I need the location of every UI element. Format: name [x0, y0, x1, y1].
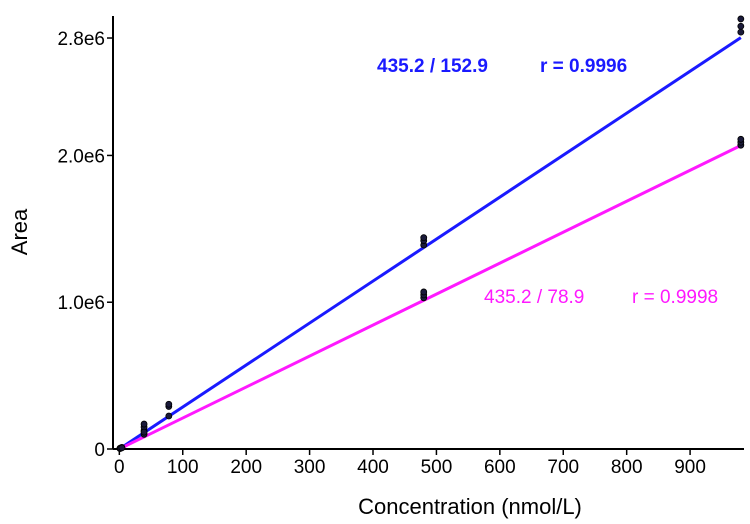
series-2-r-value: r = 0.9998: [632, 287, 718, 308]
x-tick-label: 400: [357, 457, 389, 478]
series-1-point: [737, 28, 745, 36]
series-1-point: [420, 234, 428, 242]
x-tick-label: 0: [114, 457, 125, 478]
series-1-fit-line: [118, 36, 742, 451]
y-axis-title: Area: [7, 208, 32, 255]
x-axis-title: Concentration (nmol/L): [358, 494, 582, 519]
y-tick-label: 2.8e6: [57, 29, 105, 50]
y-tick-label: 1.0e6: [57, 293, 105, 314]
x-tick-label: 300: [294, 457, 326, 478]
series-2-label: 435.2 / 78.9: [484, 287, 584, 308]
x-tick-label: 800: [611, 457, 643, 478]
x-axis-ticks: 0 100 200 300 400 500 600 700 800 900: [114, 449, 706, 478]
series-1-point: [737, 22, 745, 30]
series-2-fit-line: [118, 144, 742, 451]
series-1-point: [140, 420, 148, 428]
x-tick-label: 200: [230, 457, 262, 478]
y-tick-label: 2.0e6: [57, 146, 105, 167]
series-2-point: [737, 135, 745, 143]
x-tick-label: 100: [167, 457, 199, 478]
series-2-point: [118, 444, 126, 452]
x-tick-label: 900: [674, 457, 706, 478]
series-1-r-value: r = 0.9996: [540, 56, 627, 77]
x-tick-label: 700: [547, 457, 579, 478]
series-2-point: [140, 428, 148, 436]
y-tick-label: 0: [94, 440, 105, 461]
x-tick-label: 600: [484, 457, 516, 478]
series-2-point: [420, 288, 428, 296]
x-tick-label: 500: [421, 457, 453, 478]
series-2-point: [165, 412, 173, 420]
series-1-point: [737, 15, 745, 23]
series-1-label: 435.2 / 152.9: [377, 56, 488, 77]
series-1-point: [165, 400, 173, 408]
y-axis-ticks: 0 1.0e6 2.0e6 2.8e6: [57, 29, 113, 461]
regression-lines: [118, 36, 742, 451]
data-points: [116, 15, 745, 452]
